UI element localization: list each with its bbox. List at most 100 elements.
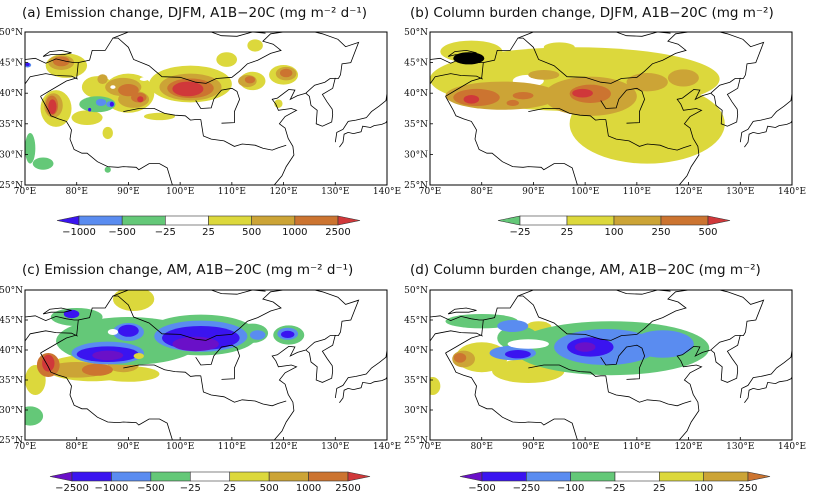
contour-region	[280, 330, 295, 338]
colorbar-box	[78, 215, 123, 226]
colorbar-label: 500	[260, 483, 279, 494]
contour-region	[88, 107, 92, 112]
contour-region	[81, 363, 113, 376]
x-tick-label: 80°E	[470, 187, 493, 197]
x-tick-label: 100°E	[166, 187, 194, 197]
border-line	[710, 334, 741, 383]
y-tick-label: 50°N	[0, 28, 23, 38]
colorbar: −2500 −1000 −500 −25 25 500 1000 2500	[49, 471, 371, 494]
contour-region	[112, 290, 155, 311]
colorbar-box	[659, 471, 704, 482]
panel-title: (b) Column burden change, DJFM, A1B−20C …	[410, 5, 774, 21]
y-tick-label: 35°N	[404, 376, 428, 386]
colorbar-box	[570, 471, 616, 482]
colorbar-box	[251, 215, 296, 226]
y-tick-label: 40°N	[404, 346, 428, 356]
panel-title: (a) Emission change, DJFM, A1B−20C (mg m…	[22, 5, 367, 21]
x-tick-label: 140°E	[373, 187, 401, 197]
border-line	[40, 290, 284, 354]
x-tick-label: 90°E	[522, 187, 545, 197]
contour-region	[95, 98, 107, 107]
colorbar-label: −500	[468, 483, 495, 494]
border-line	[710, 77, 741, 127]
border-line	[334, 93, 387, 143]
map-frame	[429, 289, 793, 441]
y-tick-label: 50°N	[0, 286, 23, 296]
border-line	[339, 120, 387, 148]
contour-region	[172, 336, 219, 352]
contour-region	[667, 69, 699, 87]
x-tick-label: 110°E	[623, 187, 651, 197]
border-line	[517, 32, 671, 39]
contour-region	[42, 354, 55, 372]
y-tick-label: 25°N	[0, 181, 23, 191]
field-layer	[430, 40, 725, 164]
colorbar-box	[229, 471, 270, 482]
colorbar-box	[481, 471, 527, 482]
x-tick-label: 100°E	[571, 442, 599, 452]
colorbar-box	[165, 215, 209, 226]
y-tick-label: 45°N	[0, 59, 23, 69]
colorbar-box	[189, 471, 231, 482]
y-tick-label: 30°N	[404, 406, 428, 416]
contour-region	[453, 353, 467, 363]
border-line	[710, 32, 765, 94]
contour-region	[244, 76, 256, 84]
colorbar-high-extend	[337, 215, 361, 226]
colorbar-high-extend	[707, 215, 731, 226]
panel-title: (c) Emission change, AM, A1B−20C (mg m⁻²…	[22, 262, 353, 278]
map-frame	[429, 31, 793, 186]
border-line	[739, 93, 792, 143]
field-layer	[25, 39, 299, 173]
colorbar-label: −25	[180, 483, 201, 494]
map-frame	[24, 289, 388, 441]
border-line	[447, 307, 477, 315]
colorbar-label: 25	[223, 483, 236, 494]
y-tick-label: 40°N	[404, 89, 428, 99]
border-line	[517, 290, 671, 297]
border-line	[739, 349, 792, 399]
border-line	[123, 364, 201, 377]
contour-region	[25, 132, 36, 164]
contour-region	[463, 95, 480, 104]
contour-region	[48, 99, 57, 115]
x-tick-label: 100°E	[166, 442, 194, 452]
colorbar-label: 1000	[296, 483, 321, 494]
contour-region	[71, 110, 103, 126]
y-tick-label: 30°N	[0, 406, 23, 416]
colorbar-label: −25	[155, 227, 176, 238]
x-tick-label: 80°E	[470, 442, 493, 452]
x-tick-label: 140°E	[373, 442, 401, 452]
panel-a: (a) Emission change, DJFM, A1B−20C (mg m…	[0, 5, 401, 238]
border-line	[430, 57, 484, 64]
contour-region	[247, 39, 263, 52]
border-line	[605, 375, 692, 407]
contour-region	[249, 330, 266, 340]
colorbar-box	[526, 471, 571, 482]
y-tick-label: 35°N	[0, 120, 23, 130]
contour-region	[528, 69, 560, 80]
x-tick-label: 110°E	[623, 442, 651, 452]
y-tick-label: 30°N	[0, 150, 23, 160]
contour-region	[25, 62, 30, 67]
contour-region	[107, 329, 119, 335]
colorbar-box	[121, 215, 166, 226]
colorbar-label: 1000	[282, 227, 307, 238]
border-line	[40, 96, 173, 185]
x-tick-label: 90°E	[117, 442, 140, 452]
field-layer	[430, 314, 710, 395]
colorbar-label: 500	[698, 227, 717, 238]
colorbar-label: 2500	[325, 227, 350, 238]
colorbar-high-extend	[347, 471, 371, 482]
border-line	[25, 73, 78, 85]
border-line	[40, 352, 173, 440]
colorbar-label: 2500	[335, 483, 360, 494]
y-tick-label: 25°N	[0, 436, 23, 446]
x-tick-label: 90°E	[522, 442, 545, 452]
contour-region	[118, 84, 139, 97]
border-line	[445, 96, 578, 185]
colorbar-label: −500	[137, 483, 164, 494]
border-line	[430, 330, 483, 342]
border-line	[200, 375, 287, 407]
